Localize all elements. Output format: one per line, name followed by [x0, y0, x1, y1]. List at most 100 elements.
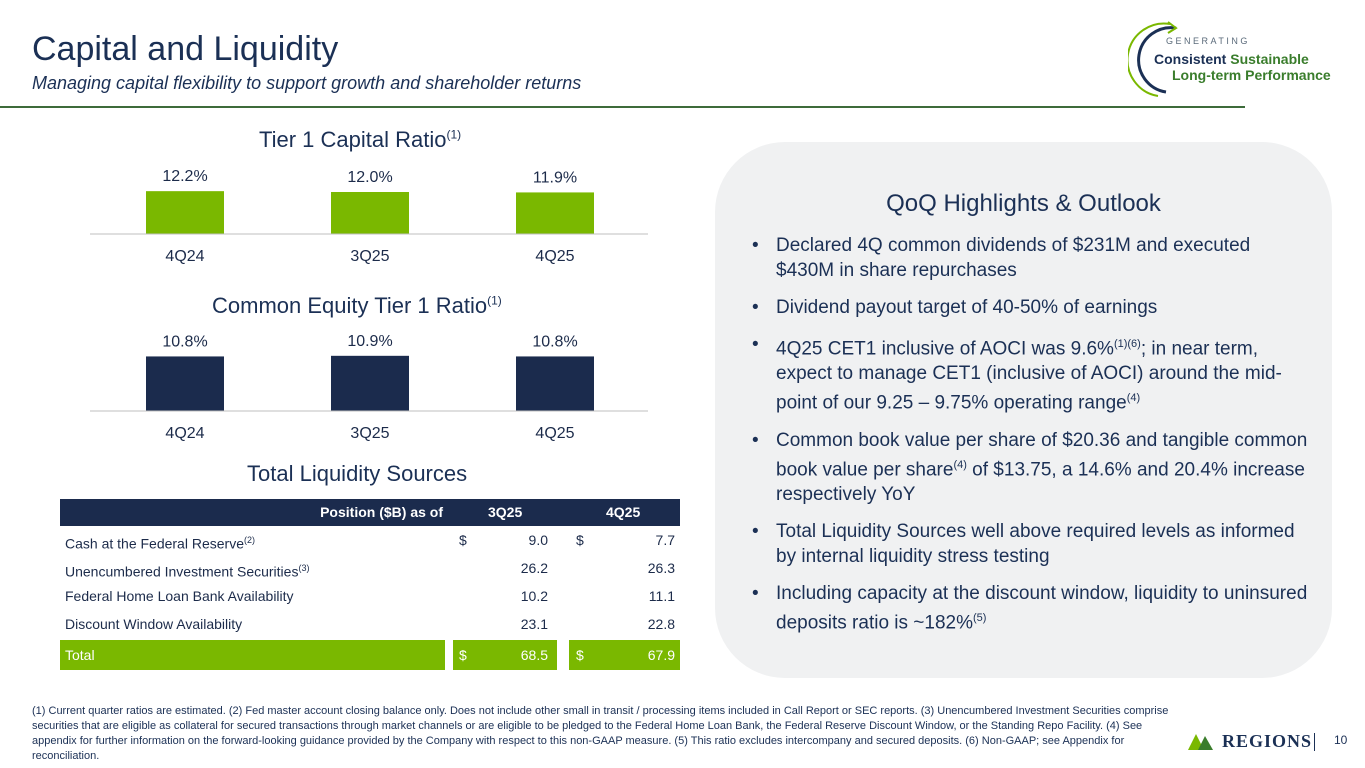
bar-value-label: 10.8%	[532, 333, 577, 350]
total-gap-1	[445, 640, 453, 670]
row-label-footnote: (3)	[298, 563, 310, 573]
highlight-book-value-text-b: of $13.75, a 14.6% and 20.4% increase re…	[776, 458, 1305, 505]
bar-value-label: 11.9%	[533, 169, 577, 186]
highlight-payout: Dividend payout target of 40-50% of earn…	[750, 295, 1310, 320]
brand-separator	[1314, 733, 1315, 751]
highlight-cet1-footnote-a: (1)(6)	[1113, 338, 1141, 350]
highlight-cet1-text-a: 4Q25 CET1 inclusive of AOCI was 9.6%	[776, 338, 1114, 360]
row-value-3q25-text: 26.2	[520, 560, 548, 576]
regions-wordmark: REGIONS	[1222, 731, 1313, 751]
bar-value-label: 12.2%	[162, 168, 207, 185]
bar-4q24	[146, 356, 224, 411]
category-label: 4Q25	[535, 248, 574, 265]
row-value-3q25-text: 23.1	[520, 616, 548, 632]
row-value-4q25-text: 26.3	[647, 560, 675, 576]
tier1-title-text: Tier 1 Capital Ratio	[259, 127, 447, 152]
row-value-3q25-text: 9.0	[528, 532, 548, 548]
row-value-4q25: 7.7	[656, 526, 675, 554]
table-row: Unencumbered Investment Securities(3) 26.…	[60, 554, 680, 582]
row-value-4q25: 22.8	[648, 610, 675, 638]
row-value-4q25-text: 11.1	[648, 588, 675, 604]
page-title: Capital and Liquidity	[32, 30, 339, 68]
row-value-3q25: 23.1	[521, 610, 548, 638]
header-col-4q25: 4Q25	[606, 504, 641, 520]
cet1-chart-title: Common Equity Tier 1 Ratio(1)	[212, 293, 502, 319]
logo-line-2: Consistent Sustainable	[1154, 51, 1309, 67]
row-label-footnote: (2)	[243, 535, 255, 545]
header-position-label: Position ($B) as of	[320, 504, 443, 520]
table-row: Federal Home Loan Bank Availability 10.2 1…	[60, 582, 680, 610]
total-value-3q25: 68.5	[520, 647, 548, 663]
total-label: Total	[65, 647, 95, 663]
bar-value-label: 10.8%	[162, 333, 207, 350]
category-label: 4Q24	[165, 248, 204, 265]
row-label-text: Federal Home Loan Bank Availability	[65, 588, 294, 604]
row-value-4q25: 11.1	[649, 582, 675, 610]
highlight-book-value-text-a: Common book value per share of $20.36 an…	[776, 429, 1308, 480]
row-label: Discount Window Availability	[65, 610, 242, 638]
generating-performance-logo: GENERATING Consistent Sustainable Long-t…	[1128, 20, 1348, 100]
tier1-chart-title: Tier 1 Capital Ratio(1)	[259, 127, 461, 153]
row-value-4q25: 26.3	[648, 554, 675, 582]
arrow-circle-logo-icon	[1128, 21, 1178, 97]
row-label: Unencumbered Investment Securities(3)	[65, 554, 309, 586]
total-value-4q25: 67.9	[647, 647, 675, 663]
highlight-liquidity-sources-text: Total Liquidity Sources well above requi…	[776, 520, 1295, 567]
cet1-title-text: Common Equity Tier 1 Ratio	[212, 293, 488, 318]
highlight-dividends-text: Declared 4Q common dividends of $231M an…	[776, 235, 1251, 281]
liquidity-title: Total Liquidity Sources	[247, 461, 468, 486]
total-dollar-4q25: $	[576, 647, 584, 663]
row-value-4q25-text: 7.7	[655, 532, 675, 548]
category-label: 3Q25	[350, 248, 389, 265]
highlight-book-value-footnote: (4)	[953, 458, 967, 471]
cet1-ratio-chart: 10.8% 4Q24 10.9% 3Q25 10.8% 4Q25	[90, 333, 648, 442]
tier1-capital-ratio-chart: 12.2% 4Q24 12.0% 3Q25 11.9% 4Q25	[90, 168, 648, 265]
row-value-3q25: 10.2	[521, 582, 548, 610]
category-label: 4Q24	[165, 425, 204, 442]
row-label-text: Unencumbered Investment Securities	[65, 563, 299, 580]
row-label-text: Discount Window Availability	[65, 616, 243, 632]
header-divider	[0, 106, 1245, 108]
liquidity-total-row: Total $ 68.5 $ 67.9	[60, 640, 680, 670]
page-number: 10	[1334, 733, 1348, 747]
total-gap-2	[557, 640, 569, 670]
page-subtitle: Managing capital flexibility to support …	[32, 73, 582, 93]
highlight-payout-text: Dividend payout target of 40-50% of earn…	[776, 297, 1158, 318]
liquidity-header-row: Position ($B) as of 3Q25 4Q25	[60, 499, 680, 526]
regions-triangle-logo-icon	[1188, 734, 1213, 750]
category-label: 4Q25	[535, 425, 574, 442]
bar-value-label: 12.0%	[347, 169, 392, 186]
logo-line-1: GENERATING	[1166, 36, 1250, 46]
row-dollar-3q25-text: $	[459, 532, 467, 548]
total-dollar-3q25: $	[459, 647, 467, 663]
row-value-3q25-text: 10.2	[520, 588, 548, 604]
highlight-cet1-footnote-b: (4)	[1126, 392, 1141, 405]
row-value-4q25-text: 22.8	[647, 616, 675, 632]
logo-word-sustainable: Sustainable	[1230, 51, 1309, 67]
highlights-title: QoQ Highlights & Outlook	[886, 190, 1161, 217]
highlight-uninsured-ratio-footnote: (5)	[972, 611, 987, 624]
row-label: Federal Home Loan Bank Availability	[65, 582, 294, 610]
highlight-uninsured-ratio: Including capacity at the discount windo…	[750, 581, 1310, 635]
row-value-3q25: 9.0	[529, 526, 548, 554]
row-value-3q25: 26.2	[521, 554, 548, 582]
tier1-title-footnote: (1)	[446, 127, 462, 142]
row-dollar-3q25: $	[459, 526, 467, 554]
category-label: 3Q25	[350, 425, 389, 442]
bar-4q25	[516, 356, 594, 411]
bar-4q25	[516, 192, 594, 234]
highlight-cet1: 4Q25 CET1 inclusive of AOCI was 9.6%(1)(…	[750, 332, 1310, 416]
logo-word-consistent: Consistent	[1154, 51, 1227, 67]
footnotes: (1) Current quarter ratios are estimated…	[32, 705, 1169, 762]
highlight-cet1-text-b: ; in near term, expect to manage CET1 (i…	[776, 338, 1282, 414]
table-row: Cash at the Federal Reserve(2) $9.0 $7.7	[60, 526, 680, 554]
highlight-book-value: Common book value per share of $20.36 an…	[750, 428, 1310, 507]
bar-3q25	[331, 355, 409, 411]
highlights-list: Declared 4Q common dividends of $231M an…	[750, 233, 1310, 647]
row-dollar-4q25-text: $	[576, 532, 584, 548]
logo-line-3: Long-term Performance	[1172, 67, 1331, 83]
header-col-3q25: 3Q25	[488, 504, 523, 520]
table-row: Discount Window Availability 23.1 22.8	[60, 610, 680, 638]
row-label: Cash at the Federal Reserve(2)	[65, 526, 255, 558]
cet1-title-footnote: (1)	[487, 293, 502, 308]
